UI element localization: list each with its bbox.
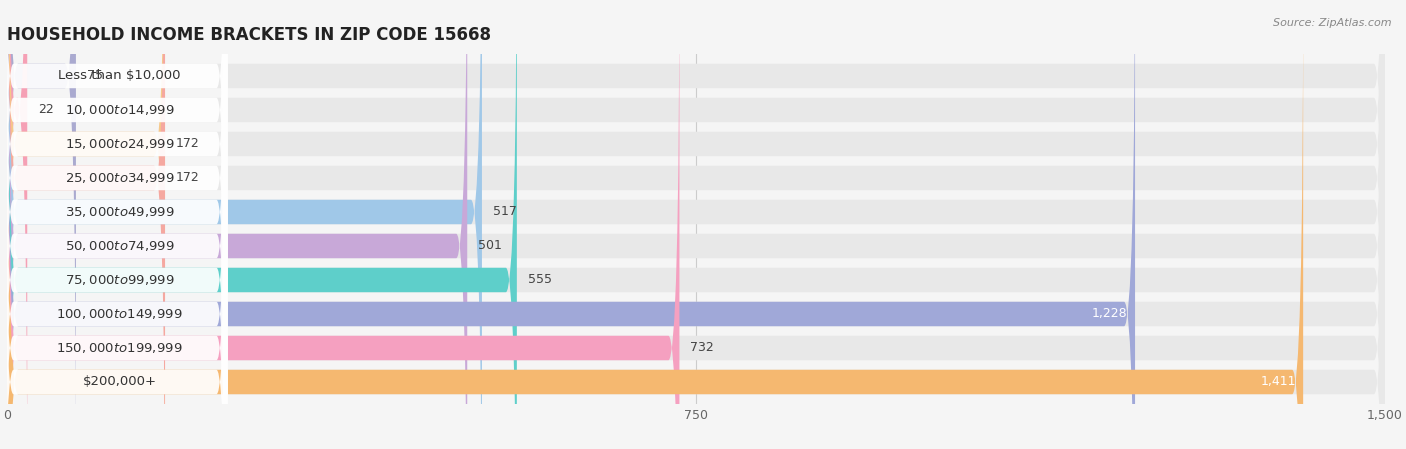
FancyBboxPatch shape bbox=[7, 0, 1385, 449]
FancyBboxPatch shape bbox=[7, 0, 165, 449]
FancyBboxPatch shape bbox=[3, 0, 228, 449]
FancyBboxPatch shape bbox=[3, 0, 228, 449]
FancyBboxPatch shape bbox=[7, 0, 165, 449]
FancyBboxPatch shape bbox=[7, 0, 679, 449]
Text: $50,000 to $74,999: $50,000 to $74,999 bbox=[65, 239, 174, 253]
Text: 732: 732 bbox=[690, 342, 714, 355]
Text: 555: 555 bbox=[527, 273, 553, 286]
Text: $15,000 to $24,999: $15,000 to $24,999 bbox=[65, 137, 174, 151]
FancyBboxPatch shape bbox=[3, 0, 228, 449]
FancyBboxPatch shape bbox=[7, 0, 1135, 449]
FancyBboxPatch shape bbox=[7, 0, 1385, 449]
Text: $10,000 to $14,999: $10,000 to $14,999 bbox=[65, 103, 174, 117]
Text: 172: 172 bbox=[176, 172, 200, 185]
Text: 517: 517 bbox=[494, 206, 517, 219]
FancyBboxPatch shape bbox=[7, 0, 1385, 449]
FancyBboxPatch shape bbox=[3, 0, 228, 449]
FancyBboxPatch shape bbox=[7, 0, 467, 449]
Text: 75: 75 bbox=[87, 70, 103, 83]
Text: 1,411: 1,411 bbox=[1260, 375, 1296, 388]
Text: $25,000 to $34,999: $25,000 to $34,999 bbox=[65, 171, 174, 185]
FancyBboxPatch shape bbox=[7, 0, 1385, 449]
FancyBboxPatch shape bbox=[7, 0, 1385, 449]
Text: 501: 501 bbox=[478, 239, 502, 252]
FancyBboxPatch shape bbox=[7, 0, 27, 449]
Text: Less than $10,000: Less than $10,000 bbox=[58, 70, 181, 83]
FancyBboxPatch shape bbox=[7, 0, 1385, 449]
FancyBboxPatch shape bbox=[3, 0, 228, 449]
FancyBboxPatch shape bbox=[7, 0, 517, 449]
FancyBboxPatch shape bbox=[7, 0, 1303, 449]
FancyBboxPatch shape bbox=[7, 0, 76, 449]
Text: $200,000+: $200,000+ bbox=[83, 375, 156, 388]
FancyBboxPatch shape bbox=[7, 0, 1385, 449]
Text: 172: 172 bbox=[176, 137, 200, 150]
FancyBboxPatch shape bbox=[3, 0, 228, 449]
FancyBboxPatch shape bbox=[7, 0, 482, 449]
Text: $150,000 to $199,999: $150,000 to $199,999 bbox=[56, 341, 183, 355]
Text: Source: ZipAtlas.com: Source: ZipAtlas.com bbox=[1274, 18, 1392, 28]
FancyBboxPatch shape bbox=[3, 0, 228, 449]
Text: 22: 22 bbox=[38, 103, 53, 116]
Text: 1,228: 1,228 bbox=[1092, 308, 1128, 321]
Text: HOUSEHOLD INCOME BRACKETS IN ZIP CODE 15668: HOUSEHOLD INCOME BRACKETS IN ZIP CODE 15… bbox=[7, 26, 491, 44]
FancyBboxPatch shape bbox=[7, 0, 1385, 449]
FancyBboxPatch shape bbox=[3, 0, 228, 449]
FancyBboxPatch shape bbox=[7, 0, 1385, 449]
FancyBboxPatch shape bbox=[7, 0, 1385, 449]
Text: $35,000 to $49,999: $35,000 to $49,999 bbox=[65, 205, 174, 219]
Text: $100,000 to $149,999: $100,000 to $149,999 bbox=[56, 307, 183, 321]
Text: $75,000 to $99,999: $75,000 to $99,999 bbox=[65, 273, 174, 287]
FancyBboxPatch shape bbox=[3, 0, 228, 449]
FancyBboxPatch shape bbox=[3, 0, 228, 449]
